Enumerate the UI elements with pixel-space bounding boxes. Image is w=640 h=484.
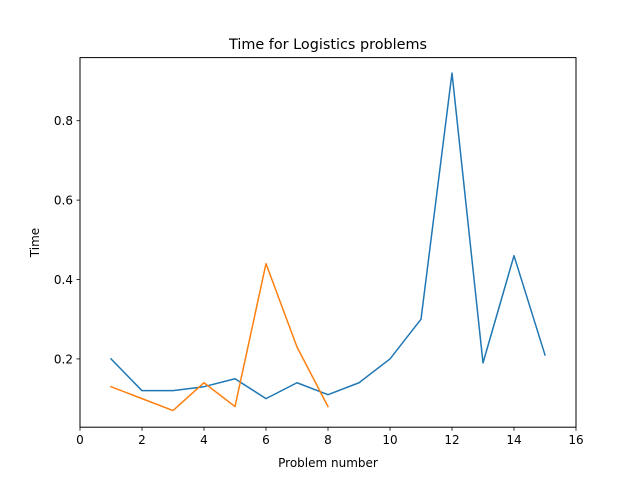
x-tick-label: 2 (138, 433, 146, 447)
x-tick-label: 8 (324, 433, 332, 447)
plot-frame (80, 58, 576, 428)
series-line-1 (111, 73, 545, 399)
x-tick-label: 10 (382, 433, 397, 447)
chart-title: Time for Logistics problems (228, 37, 427, 53)
y-tick-label: 0.8 (54, 114, 73, 128)
y-axis: 0.2 0.4 0.6 0.8 (54, 114, 80, 366)
x-axis-label: Problem number (278, 456, 378, 470)
x-tick-label: 16 (568, 433, 583, 447)
y-tick-label: 0.4 (54, 273, 73, 287)
y-tick-label: 0.2 (54, 352, 73, 366)
x-tick-label: 0 (76, 433, 84, 447)
y-tick-label: 0.6 (54, 194, 73, 208)
x-axis: 0 2 4 6 8 10 12 14 16 (76, 427, 583, 447)
plot-area (111, 73, 545, 410)
x-tick-label: 4 (200, 433, 208, 447)
x-tick-label: 12 (444, 433, 459, 447)
x-tick-label: 14 (506, 433, 521, 447)
y-axis-label: Time (28, 228, 42, 258)
x-tick-label: 6 (262, 433, 270, 447)
series-line-2 (111, 264, 328, 411)
